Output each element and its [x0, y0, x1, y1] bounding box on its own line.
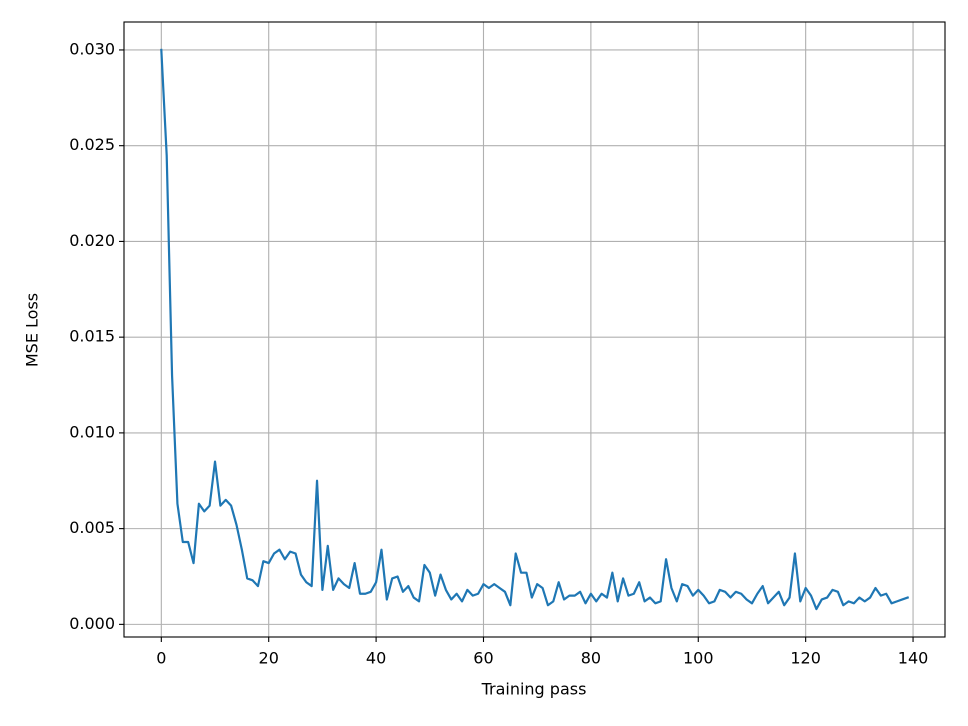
y-tick-label: 0.010: [69, 422, 115, 441]
x-tick-label: 60: [473, 649, 493, 668]
y-tick-label: 0.025: [69, 135, 115, 154]
y-axis-label: MSE Loss: [23, 293, 42, 367]
x-tick-label: 20: [259, 649, 279, 668]
x-tick-label: 0: [156, 649, 166, 668]
x-tick-label: 40: [366, 649, 386, 668]
x-tick-label: 140: [898, 649, 929, 668]
y-tick-label: 0.020: [69, 231, 115, 250]
plot-frame: [123, 21, 946, 638]
x-tick-label: 100: [683, 649, 714, 668]
x-axis-label: Training pass: [481, 680, 587, 699]
x-tick-label: 80: [581, 649, 601, 668]
y-tick-label: 0.015: [69, 327, 115, 346]
loss-line: [160, 48, 910, 611]
y-tick-label: 0.030: [69, 39, 115, 58]
y-tick-label: 0.000: [69, 614, 115, 633]
y-tick-label: 0.005: [69, 518, 115, 537]
x-tick-label: 120: [790, 649, 821, 668]
